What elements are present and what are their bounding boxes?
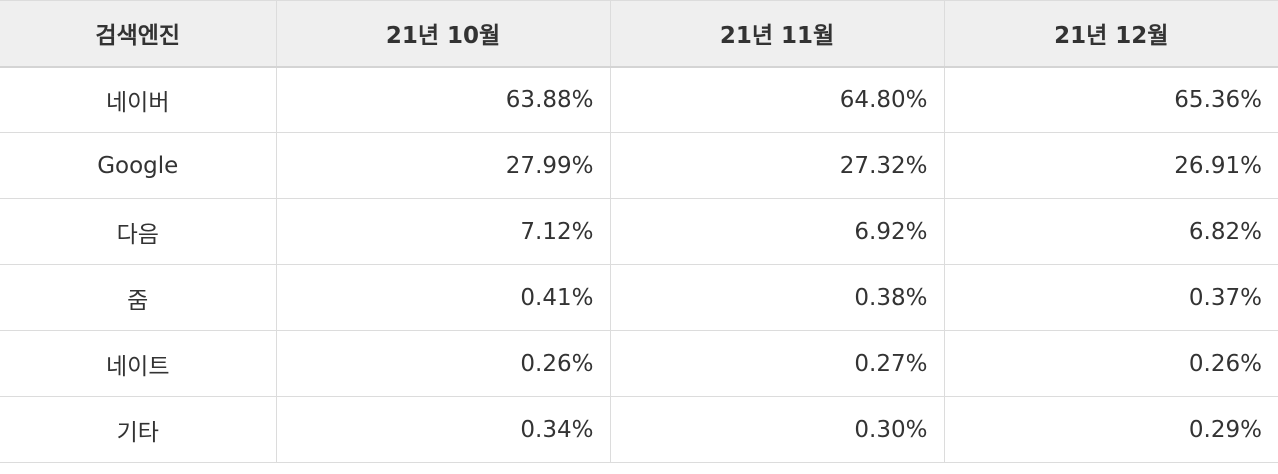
header-cell: 21년 11월 bbox=[609, 0, 945, 68]
engine-name: 다음 bbox=[0, 198, 277, 265]
share-cell: 6.92% bbox=[609, 198, 945, 265]
header-row: 검색엔진 21년 10월 21년 11월 21년 12월 bbox=[0, 0, 1278, 68]
engine-name: Google bbox=[0, 132, 277, 199]
table-body: 네이버 63.88% 64.80% 65.36% Google 27.99% 27.32% 2… bbox=[0, 66, 1278, 463]
table-row: 다음 7.12% 6.92% 6.82% bbox=[0, 198, 1278, 265]
table-row: 네이트 0.26% 0.27% 0.26% bbox=[0, 330, 1278, 397]
share-cell: 0.41% bbox=[275, 264, 611, 331]
share-cell: 64.80% bbox=[609, 66, 945, 133]
header-cell: 21년 10월 bbox=[275, 0, 611, 68]
engine-name: 기타 bbox=[0, 396, 277, 463]
share-cell: 0.34% bbox=[275, 396, 611, 463]
share-cell: 0.26% bbox=[943, 330, 1278, 397]
table-row: 줌 0.41% 0.38% 0.37% bbox=[0, 264, 1278, 331]
table-row: 네이버 63.88% 64.80% 65.36% bbox=[0, 66, 1278, 133]
share-cell: 27.32% bbox=[609, 132, 945, 199]
share-cell: 6.82% bbox=[943, 198, 1278, 265]
engine-name: 네이버 bbox=[0, 66, 277, 133]
share-cell: 7.12% bbox=[275, 198, 611, 265]
share-cell: 27.99% bbox=[275, 132, 611, 199]
table-row: 기타 0.34% 0.30% 0.29% bbox=[0, 396, 1278, 463]
table-row: Google 27.99% 27.32% 26.91% bbox=[0, 132, 1278, 199]
header-cell: 21년 12월 bbox=[943, 0, 1278, 68]
engine-name: 네이트 bbox=[0, 330, 277, 397]
share-cell: 63.88% bbox=[275, 66, 611, 133]
search-engine-share-table: 검색엔진 21년 10월 21년 11월 21년 12월 네이버 63.88% 64.80… bbox=[0, 0, 1278, 463]
share-cell: 0.37% bbox=[943, 264, 1278, 331]
share-cell: 0.27% bbox=[609, 330, 945, 397]
share-cell: 0.38% bbox=[609, 264, 945, 331]
share-cell: 0.29% bbox=[943, 396, 1278, 463]
share-cell: 65.36% bbox=[943, 66, 1278, 133]
share-cell: 26.91% bbox=[943, 132, 1278, 199]
engine-name: 줌 bbox=[0, 264, 277, 331]
share-cell: 0.30% bbox=[609, 396, 945, 463]
share-cell: 0.26% bbox=[275, 330, 611, 397]
table-header: 검색엔진 21년 10월 21년 11월 21년 12월 bbox=[0, 0, 1278, 68]
header-cell: 검색엔진 bbox=[0, 0, 277, 68]
